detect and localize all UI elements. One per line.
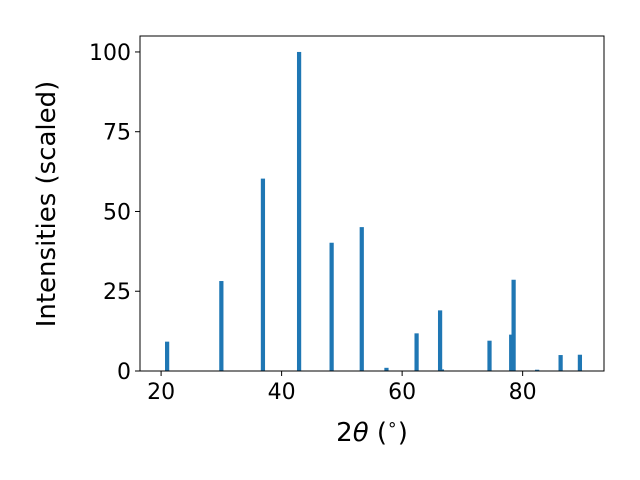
- bar: [296, 51, 302, 371]
- bar: [260, 178, 266, 371]
- bar: [511, 279, 516, 371]
- x-axis-label: 2θ (∘): [336, 415, 408, 448]
- bar: [487, 340, 492, 371]
- x-axis-label-prefix: 2: [336, 418, 353, 448]
- bar: [439, 369, 445, 371]
- y-tick-label: 25: [103, 280, 131, 305]
- y-axis-ticks: 0 25 50 75 100: [89, 41, 140, 385]
- bar: [414, 333, 419, 371]
- x-tick-label: 20: [147, 380, 175, 405]
- y-tick-label: 100: [89, 41, 131, 66]
- y-axis-label: Intensities (scaled): [32, 81, 62, 328]
- y-tick-label: 50: [103, 200, 131, 225]
- plot-area-background: [140, 36, 604, 371]
- x-axis-label-close: ): [398, 418, 408, 448]
- bars: [165, 51, 583, 371]
- bar: [535, 369, 540, 371]
- bar: [509, 334, 514, 371]
- x-axis-label-theta: θ: [353, 418, 369, 448]
- bar: [329, 242, 334, 371]
- bar: [219, 281, 224, 371]
- x-axis-ticks: 20 40 60 80: [147, 371, 537, 405]
- x-tick-label: 60: [388, 380, 416, 405]
- x-axis-label-open: (: [369, 418, 387, 448]
- y-tick-label: 0: [117, 360, 131, 385]
- y-tick-label: 75: [103, 121, 131, 146]
- bar: [384, 367, 389, 371]
- bar: [558, 355, 563, 371]
- x-axis-label-degree: ∘: [387, 415, 398, 435]
- x-tick-label: 40: [268, 380, 296, 405]
- bar: [165, 341, 170, 371]
- bar: [577, 354, 583, 371]
- plot-frame: [139, 35, 605, 372]
- x-tick-label: 80: [509, 380, 537, 405]
- bar: [437, 310, 443, 371]
- bar: [359, 227, 364, 371]
